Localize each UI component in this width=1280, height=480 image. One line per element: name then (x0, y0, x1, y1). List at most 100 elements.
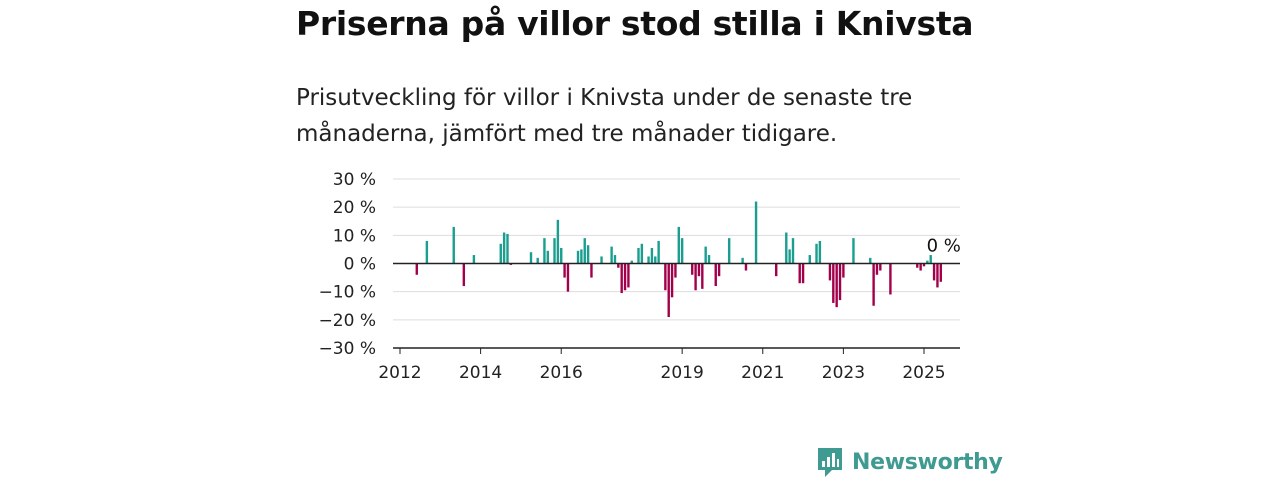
bar-positive (704, 246, 707, 264)
bar-positive (680, 238, 684, 264)
bar-negative (916, 263, 919, 268)
y-tick-label: −10 % (319, 283, 376, 303)
bar-negative (889, 263, 892, 295)
bar-negative (697, 263, 701, 277)
bar-positive (630, 260, 633, 264)
bar-positive (553, 238, 556, 264)
x-tick-label: 2016 (540, 363, 583, 383)
chart-title: Priserna på villor stod stilla i Knivsta (296, 4, 974, 43)
bar-negative (694, 263, 697, 291)
bar-positive (610, 246, 613, 264)
bar-positive (506, 233, 509, 264)
bar-positive (556, 219, 560, 264)
bar-positive (452, 226, 455, 264)
bar-negative (566, 263, 570, 292)
bar-negative (664, 263, 667, 291)
bar-negative (717, 263, 721, 277)
bar-negative (620, 263, 623, 294)
bar-positive (543, 238, 546, 264)
bar-negative (462, 263, 466, 287)
bar-positive (677, 226, 680, 264)
bar-negative (936, 263, 939, 288)
bar-positive (707, 255, 711, 264)
bar-negative (617, 263, 620, 268)
y-tick-label: 20 % (333, 198, 376, 218)
y-tick-label: −30 % (319, 339, 376, 359)
bar-negative (775, 263, 778, 277)
bar-positive (583, 238, 586, 264)
bar-positive (657, 240, 660, 264)
newsworthy-logo-icon (818, 448, 842, 477)
bar-negative (714, 263, 717, 287)
brand-logo: Newsworthy (816, 446, 1003, 478)
bar-positive (576, 250, 580, 264)
bar-positive (727, 238, 731, 264)
bar-positive (613, 255, 617, 264)
bar-positive (425, 240, 429, 264)
y-axis-tick-labels: 30 % 20 % 10 % 0 % −10 % −20 % −30 % (319, 170, 376, 359)
bar-negative (842, 263, 845, 278)
bar-positive (815, 243, 818, 264)
bar-negative (835, 263, 838, 308)
y-tick-label: 30 % (333, 170, 376, 190)
axes (393, 262, 960, 354)
x-tick-label: 2021 (741, 363, 784, 383)
bar-positive (869, 257, 872, 264)
bar-positive (654, 256, 657, 264)
bar-negative (691, 263, 694, 275)
bar-positive (529, 252, 533, 264)
bar-negative (744, 263, 748, 271)
bar-positive (741, 257, 744, 264)
x-tick-label: 2019 (661, 363, 704, 383)
bar-positive (647, 256, 650, 264)
y-tick-label: 0 % (344, 255, 376, 275)
y-tick-label: 10 % (333, 226, 376, 246)
x-tick-label: 2012 (378, 363, 421, 383)
bar-negative (623, 263, 627, 291)
bar-positive (818, 240, 822, 264)
bar-positive (788, 249, 791, 264)
bar-negative (415, 263, 418, 275)
bar-positive (472, 255, 476, 264)
bars (415, 201, 942, 318)
bar-positive (852, 238, 855, 264)
x-tick-label: 2025 (902, 363, 945, 383)
bar-negative (674, 263, 677, 278)
bar-positive (640, 243, 644, 264)
bar-negative (801, 263, 805, 284)
brand-name: Newsworthy (852, 449, 1003, 475)
chart-subtitle: Prisutveckling för villor i Knivsta unde… (296, 85, 913, 147)
bar-negative (832, 263, 835, 303)
x-axis-tick-labels: 2012 2014 2016 2019 2021 2023 2025 (378, 363, 945, 383)
bar-positive (536, 257, 539, 264)
x-tick-label: 2014 (459, 363, 502, 383)
bar-negative (670, 263, 674, 298)
bar-negative (872, 263, 875, 306)
bar-negative (563, 263, 566, 278)
bar-negative (875, 263, 879, 275)
bar-positive (600, 256, 603, 264)
bar-positive (785, 232, 788, 264)
bar-negative (879, 263, 882, 271)
bar-positive (560, 248, 563, 264)
bar-positive (650, 248, 654, 264)
bar-positive (929, 255, 932, 264)
bar-negative (838, 263, 842, 301)
bar-negative (939, 263, 942, 282)
bar-positive (791, 238, 795, 264)
bar-negative (932, 263, 936, 281)
y-tick-label: −20 % (319, 311, 376, 331)
bar-negative (922, 263, 926, 267)
bar-negative (627, 263, 630, 288)
bar-positive (754, 201, 758, 264)
bar-positive (586, 245, 590, 264)
x-tick-label: 2023 (822, 363, 865, 383)
bar-positive (926, 260, 929, 264)
bar-positive (502, 232, 506, 264)
bar-positive (637, 248, 640, 264)
bar-positive (499, 243, 502, 264)
bar-positive (580, 249, 583, 264)
bar-negative (590, 263, 593, 278)
bar-positive (546, 250, 549, 264)
